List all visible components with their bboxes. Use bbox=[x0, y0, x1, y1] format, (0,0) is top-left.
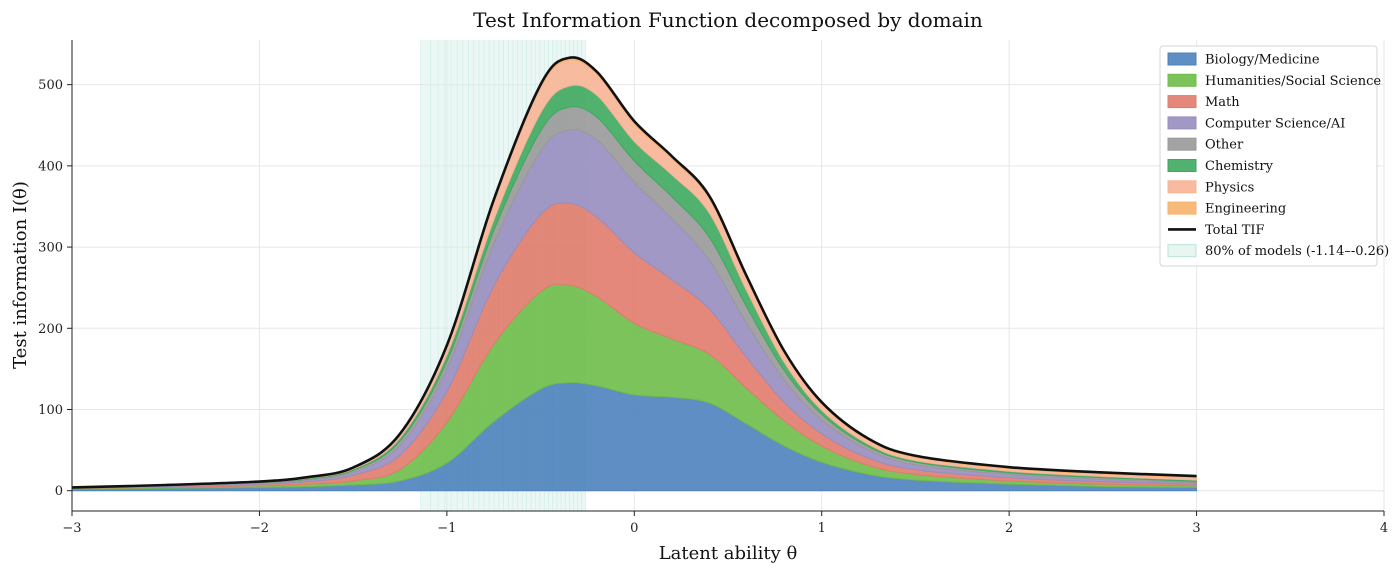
legend-label-0: Biology/Medicine bbox=[1205, 53, 1320, 68]
chart-title: Test Information Function decomposed by … bbox=[473, 8, 983, 32]
legend-label-total: Total TIF bbox=[1205, 223, 1265, 238]
legend-swatch-4 bbox=[1167, 137, 1197, 151]
legend-label-3: Computer Science/AI bbox=[1205, 116, 1345, 131]
x-tick-label-6: 3 bbox=[1192, 521, 1200, 536]
axes bbox=[71, 40, 1384, 512]
legend: Biology/Medicine Humanities/Social Scienc… bbox=[1159, 45, 1389, 267]
x-axis-label: Latent ability θ bbox=[659, 543, 798, 564]
x-tick-label-5: 2 bbox=[1005, 521, 1013, 536]
x-tick-label-1: −2 bbox=[250, 521, 269, 536]
x-tick-label-4: 1 bbox=[818, 521, 826, 536]
legend-swatch-1 bbox=[1167, 73, 1197, 87]
legend-swatch-6 bbox=[1167, 180, 1197, 194]
y-tick-label-1: 100 bbox=[38, 403, 63, 418]
y-axis-label: Test information I(θ) bbox=[10, 181, 31, 369]
y-tick-label-4: 400 bbox=[38, 159, 63, 174]
y-ticks: 0 100 200 300 400 500 bbox=[38, 78, 72, 499]
x-tick-label-3: 0 bbox=[630, 521, 638, 536]
legend-label-5: Chemistry bbox=[1205, 159, 1274, 174]
legend-swatch-0 bbox=[1167, 52, 1197, 66]
legend-label-7: Engineering bbox=[1205, 202, 1286, 217]
x-tick-label-0: −3 bbox=[62, 521, 81, 536]
x-tick-label-7: 4 bbox=[1380, 521, 1388, 536]
legend-frame bbox=[1159, 45, 1378, 267]
legend-swatch-7 bbox=[1167, 201, 1197, 215]
legend-label-band: 80% of models (-1.14–-0.26) bbox=[1205, 244, 1389, 259]
y-tick-label-2: 200 bbox=[38, 322, 63, 337]
total-line-layer bbox=[71, 56, 1197, 489]
legend-swatch-3 bbox=[1167, 116, 1197, 130]
x-ticks: −3 −2 −1 0 1 2 3 4 bbox=[62, 511, 1388, 536]
y-tick-label-3: 300 bbox=[38, 241, 63, 256]
legend-swatch-band bbox=[1167, 244, 1197, 258]
total-tif-line bbox=[71, 56, 1197, 489]
legend-label-1: Humanities/Social Science bbox=[1205, 74, 1381, 89]
legend-swatch-2 bbox=[1167, 95, 1197, 109]
y-tick-label-0: 0 bbox=[55, 484, 63, 499]
legend-swatch-5 bbox=[1167, 159, 1197, 172]
y-tick-label-5: 500 bbox=[38, 78, 63, 93]
legend-label-4: Other bbox=[1205, 138, 1244, 153]
legend-label-6: Physics bbox=[1205, 180, 1254, 195]
x-tick-label-2: −1 bbox=[437, 521, 456, 536]
legend-label-2: Math bbox=[1205, 95, 1240, 110]
